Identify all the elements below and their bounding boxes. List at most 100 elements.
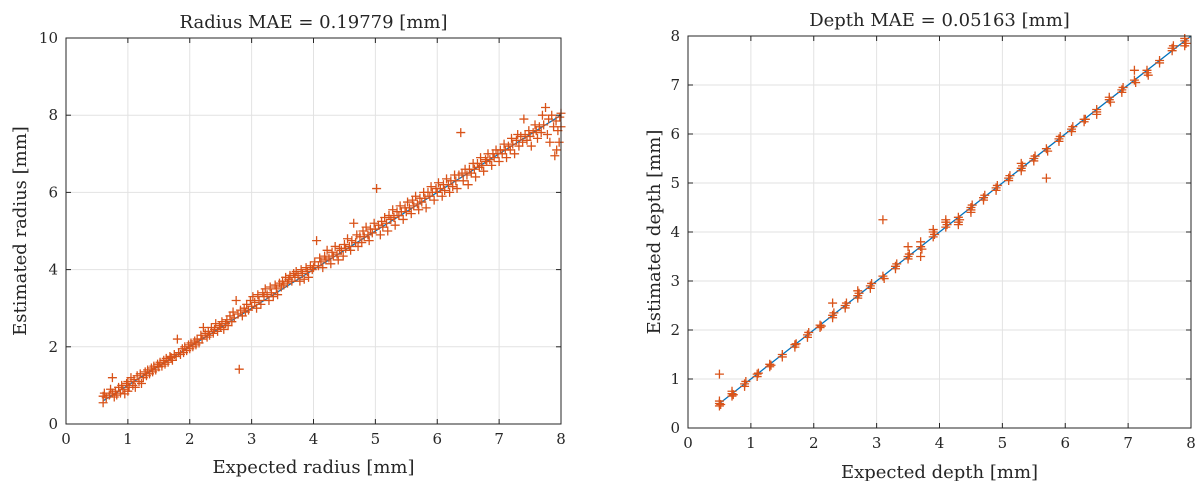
data-point — [516, 131, 526, 141]
data-point — [320, 251, 330, 261]
y-tick-label: 4 — [670, 223, 680, 241]
data-point — [309, 263, 318, 273]
data-point — [346, 245, 356, 255]
data-point — [283, 278, 293, 288]
x-tick-label: 4 — [935, 434, 945, 452]
data-point — [765, 362, 775, 372]
data-point — [155, 357, 165, 367]
data-point — [514, 141, 524, 151]
y-tick-label: 8 — [670, 27, 680, 45]
y-tick-label: 4 — [48, 261, 58, 279]
data-point — [349, 218, 359, 228]
data-point — [344, 241, 354, 251]
data-point — [928, 225, 938, 235]
data-point — [502, 153, 512, 163]
data-point — [229, 313, 239, 323]
data-point — [265, 282, 275, 292]
data-point — [469, 164, 479, 174]
data-point — [766, 360, 776, 370]
data-point — [389, 212, 399, 222]
data-point — [1041, 173, 1051, 183]
data-point — [916, 237, 926, 247]
data-point — [270, 280, 280, 290]
data-point — [364, 236, 374, 246]
data-point — [552, 145, 562, 155]
data-point — [448, 182, 458, 192]
data-point — [1004, 176, 1014, 186]
data-point — [554, 137, 564, 147]
data-point — [955, 215, 965, 225]
data-point — [341, 243, 351, 253]
data-point — [472, 158, 482, 168]
data-point — [390, 220, 400, 230]
x-tick-label: 3 — [872, 434, 882, 452]
data-point — [917, 244, 927, 254]
data-point — [426, 182, 436, 192]
data-point — [382, 218, 392, 228]
x-tick-label: 4 — [309, 430, 319, 448]
data-point — [791, 339, 801, 349]
data-point — [143, 365, 153, 375]
data-point — [829, 308, 839, 318]
data-point — [942, 220, 952, 230]
data-point — [395, 201, 405, 211]
y-axis-label: Estimated depth [mm] — [644, 130, 665, 335]
data-point — [383, 226, 393, 236]
y-tick-label: 0 — [48, 415, 58, 433]
x-tick-label: 0 — [61, 430, 71, 448]
data-point — [380, 212, 390, 222]
data-point — [1168, 41, 1178, 51]
data-point — [312, 236, 322, 246]
data-point — [1016, 166, 1026, 176]
data-point — [296, 265, 306, 275]
data-point — [1181, 38, 1191, 48]
data-point — [172, 334, 182, 344]
data-point — [234, 364, 244, 374]
data-point — [106, 384, 116, 394]
y-tick-label: 6 — [670, 125, 680, 143]
data-point — [550, 151, 560, 161]
data-point — [518, 137, 528, 147]
data-point — [503, 141, 513, 151]
data-point — [530, 120, 540, 130]
data-point — [892, 259, 902, 269]
data-point — [285, 270, 295, 280]
data-point — [804, 327, 814, 337]
data-point — [547, 110, 557, 120]
data-point — [235, 305, 245, 315]
data-point — [1155, 58, 1165, 68]
data-point — [1067, 127, 1077, 137]
data-point — [299, 274, 309, 284]
data-point — [916, 252, 926, 261]
data-point — [307, 265, 317, 275]
data-point — [326, 259, 336, 269]
data-point — [777, 352, 787, 362]
chart-title: Depth MAE = 0.05163 [mm] — [809, 10, 1070, 31]
x-tick-label: 1 — [746, 434, 756, 452]
data-point — [398, 214, 408, 224]
data-point — [532, 133, 542, 143]
data-point — [409, 201, 419, 211]
data-point — [542, 130, 552, 139]
data-point — [489, 153, 499, 163]
data-point — [361, 222, 371, 232]
data-point — [411, 191, 421, 201]
data-point — [1092, 109, 1102, 119]
data-point — [541, 102, 551, 112]
y-axis-label: Estimated radius [mm] — [10, 126, 31, 336]
data-point — [534, 122, 544, 132]
y-tick-label: 2 — [670, 321, 680, 339]
data-point — [519, 114, 529, 124]
data-point — [1029, 156, 1039, 166]
data-point — [198, 323, 208, 332]
data-point — [1030, 151, 1040, 161]
data-point — [291, 267, 301, 277]
data-point — [420, 193, 430, 203]
data-point — [333, 255, 343, 265]
data-point — [526, 141, 536, 151]
data-point — [196, 330, 206, 340]
data-point — [332, 249, 342, 259]
data-point — [505, 145, 515, 155]
data-point — [123, 386, 133, 396]
